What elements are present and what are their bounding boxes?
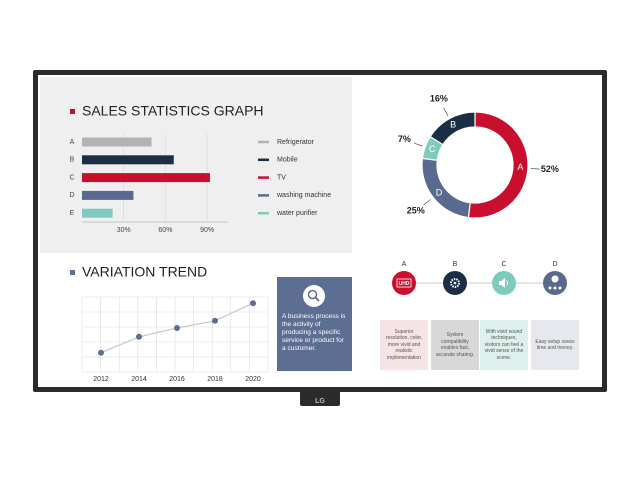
- marker: [212, 317, 218, 324]
- network-node: [548, 286, 552, 290]
- x-tick-label: 30%: [117, 227, 131, 234]
- x-tick-label: 90%: [200, 227, 214, 234]
- feature-text: Easy setup saves time and money.: [531, 320, 579, 370]
- y-tick-label: D: [69, 192, 74, 199]
- feature-text: Superior resolution, color, more vivid a…: [380, 320, 428, 370]
- chart-title: SALES STATISTICS GRAPH: [82, 103, 264, 119]
- network-icon: [551, 275, 559, 283]
- icon-text: UHD: [399, 281, 410, 287]
- value-label: 52%: [541, 164, 559, 174]
- network-node: [558, 286, 562, 290]
- chart-title: VARIATION TREND: [82, 264, 207, 280]
- feature-text: With vivid sound techniques, visitors ca…: [480, 320, 528, 370]
- y-tick-label: E: [70, 210, 75, 217]
- search-icon-bg: [303, 285, 325, 307]
- feature-text: System compatibility enables fast, accur…: [431, 320, 479, 370]
- slice-label: B: [450, 120, 456, 130]
- pie-slice: [429, 111, 476, 146]
- brand-logo: LG: [315, 398, 325, 405]
- bar: [82, 155, 174, 165]
- value-label: 7%: [398, 134, 411, 144]
- icon-frame: [396, 278, 412, 288]
- network-node: [553, 286, 557, 290]
- slice-label: C: [429, 144, 436, 154]
- marker: [136, 333, 142, 340]
- feature-letter: C: [501, 261, 506, 268]
- y-tick-label: A: [70, 139, 75, 146]
- title-bullet: [70, 270, 75, 275]
- legend-label: Mobile: [277, 157, 298, 164]
- feature-icon: [392, 271, 416, 295]
- leader-line: [443, 107, 449, 117]
- legend-label: water purifier: [276, 210, 318, 217]
- marker: [98, 349, 104, 356]
- sound-wave: [506, 280, 508, 286]
- slice-label: D: [436, 187, 443, 197]
- gear-hub: [453, 281, 457, 285]
- title-bullet: [70, 109, 75, 114]
- bar: [82, 190, 134, 200]
- gear-icon: [450, 278, 460, 288]
- feature-letter: D: [552, 261, 557, 268]
- x-tick-label: 2014: [131, 376, 147, 383]
- bar: [82, 173, 210, 183]
- legend-label: TV: [277, 174, 286, 181]
- legend-label: Refrigerator: [277, 139, 315, 146]
- stand: [300, 390, 340, 406]
- marker: [250, 300, 256, 307]
- feature-icon: [543, 271, 567, 295]
- marker: [174, 325, 180, 331]
- speaker-icon: [499, 278, 505, 288]
- x-tick-label: 2018: [207, 376, 223, 383]
- value-label: 25%: [407, 205, 425, 215]
- bar: [82, 208, 113, 218]
- feature-letter: B: [453, 261, 458, 268]
- leader-line: [530, 168, 540, 170]
- y-tick-label: C: [69, 174, 74, 181]
- leader-line: [423, 199, 431, 206]
- slice-label: A: [517, 162, 523, 172]
- leader-line: [413, 142, 423, 147]
- bar: [82, 137, 152, 147]
- x-tick-label: 2020: [245, 376, 261, 383]
- x-tick-label: 2012: [93, 376, 109, 383]
- x-tick-label: 60%: [158, 227, 172, 234]
- search-icon-handle: [314, 296, 320, 302]
- info-text: A business process is the activity of pr…: [282, 313, 346, 352]
- legend-label: washing machine: [276, 192, 331, 199]
- search-icon: [307, 289, 318, 300]
- feature-letter: A: [402, 261, 407, 268]
- panel: [40, 77, 352, 253]
- value-label: 16%: [430, 94, 448, 104]
- x-tick-label: 2016: [169, 376, 185, 383]
- y-tick-label: B: [70, 157, 75, 164]
